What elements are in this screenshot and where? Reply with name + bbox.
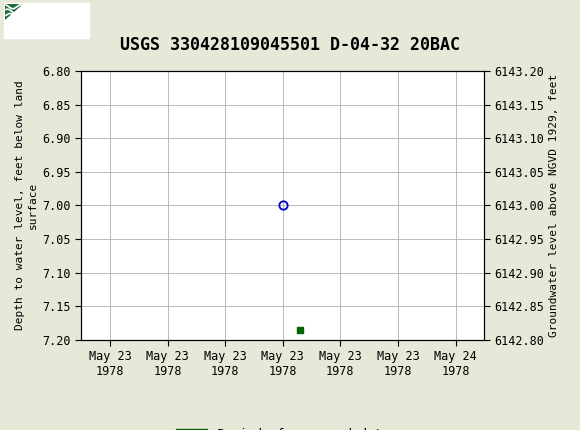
Bar <box>5 4 40 37</box>
Y-axis label: Depth to water level, feet below land
surface: Depth to water level, feet below land su… <box>15 80 38 330</box>
Text: USGS 330428109045501 D-04-32 20BAC: USGS 330428109045501 D-04-32 20BAC <box>120 36 460 54</box>
Text: USGS: USGS <box>44 11 91 30</box>
Legend: Period of approved data: Period of approved data <box>171 423 394 430</box>
Y-axis label: Groundwater level above NGVD 1929, feet: Groundwater level above NGVD 1929, feet <box>549 74 559 337</box>
Polygon shape <box>5 4 23 20</box>
Bar <box>4 3 89 38</box>
